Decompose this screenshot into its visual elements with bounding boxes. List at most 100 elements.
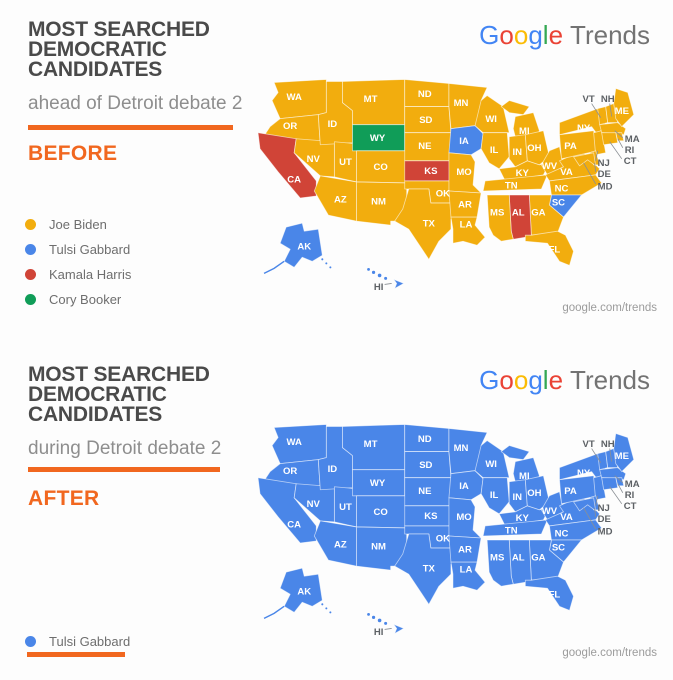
title-line: MOST SEARCHED (28, 18, 210, 41)
legend: Tulsi Gabbard (25, 629, 130, 654)
state-label-MA: MA (625, 479, 640, 490)
state-AK (279, 222, 323, 268)
state-MS (486, 539, 514, 587)
state-label-GA: GA (531, 207, 545, 218)
state-label-KS: KS (424, 511, 437, 522)
state-label-VT: VT (583, 94, 595, 105)
state-AK-tail (263, 260, 285, 275)
state-label-NJ: NJ (598, 158, 610, 169)
state-label-NY: NY (577, 468, 591, 479)
legend-dot-gabbard (25, 636, 36, 647)
state-label-MI: MI (519, 471, 530, 482)
state-label-PA: PA (564, 141, 577, 152)
legend-label: Kamala Harris (49, 267, 132, 282)
google-logo-letter: G (479, 20, 500, 50)
state-label-ND: ND (418, 434, 432, 445)
state-label-MI: MI (519, 126, 530, 137)
state-label-LA: LA (460, 219, 473, 230)
state-label-SC: SC (552, 197, 565, 208)
state-label-WI: WI (485, 114, 497, 125)
state-label-GA: GA (531, 552, 545, 563)
state-label-OH: OH (527, 143, 541, 154)
state-NC (549, 174, 603, 196)
state-label-VA: VA (560, 512, 573, 523)
callout-line-MD (583, 162, 596, 185)
state-CT (601, 477, 619, 491)
state-label-OR: OR (283, 466, 297, 477)
state-label-RI: RI (625, 490, 635, 501)
state-label-NC: NC (555, 183, 569, 194)
state-label-MN: MN (454, 443, 469, 454)
state-label-OR: OR (283, 121, 297, 132)
state-label-UT: UT (339, 157, 352, 168)
state-HI (393, 624, 405, 634)
callout-line-RI (617, 483, 624, 493)
state-label-MA: MA (625, 134, 640, 145)
state-MA (599, 122, 627, 136)
state-label-KS: KS (424, 166, 437, 177)
callout-line-HI (384, 283, 392, 285)
callout-line-MA (614, 475, 624, 484)
state-label-SD: SD (419, 460, 432, 471)
state-MD (573, 497, 597, 512)
state-AK-islet (329, 611, 332, 614)
legend-label: Tulsi Gabbard (49, 634, 131, 649)
state-label-CA: CA (287, 174, 301, 185)
callout-line-VT (591, 448, 602, 463)
state-label-AK: AK (297, 242, 311, 253)
state-label-CT: CT (624, 501, 637, 512)
legend-dot-biden (25, 219, 36, 230)
state-LA (450, 561, 486, 591)
state-label-TX: TX (423, 218, 436, 229)
state-label-WA: WA (287, 437, 302, 448)
state-NC (549, 519, 603, 541)
phase-label-after: AFTER (28, 487, 100, 510)
state-AK-tail (263, 605, 285, 620)
state-label-IL: IL (490, 490, 499, 501)
state-label-AR: AR (458, 199, 472, 210)
trends-logo-text: Trends (570, 365, 650, 395)
us-map-before: WA OR CA NV ID UT AZ MT WY CO NM ND SD NE KS OK TX MN IA MO… (257, 79, 640, 293)
state-label-VT: VT (583, 439, 595, 450)
state-label-CO: CO (373, 162, 388, 173)
state-label-MS: MS (490, 552, 504, 563)
state-HI-islet (377, 273, 382, 278)
state-HI (393, 279, 405, 289)
state-label-AK: AK (297, 587, 311, 598)
callout-line-NH (609, 448, 613, 462)
state-HI-islet (367, 267, 370, 271)
state-label-SC: SC (552, 542, 565, 553)
state-TX (394, 188, 466, 260)
state-label-OK: OK (436, 188, 450, 199)
state-label-CO: CO (373, 507, 388, 518)
state-label-FL: FL (549, 590, 561, 601)
state-label-AL: AL (512, 552, 525, 563)
state-label-IL: IL (490, 145, 499, 156)
state-label-OH: OH (527, 488, 541, 499)
title-line: CANDIDATES (28, 403, 163, 426)
state-label-WY: WY (370, 133, 386, 144)
state-MA (599, 467, 627, 481)
accent-rule (28, 467, 220, 472)
title-line: DEMOCRATIC (28, 383, 167, 406)
state-AK-islet (321, 258, 324, 261)
legend: Joe Biden Tulsi Gabbard Kamala Harris Cory … (25, 212, 131, 312)
legend-item-gabbard: Tulsi Gabbard (25, 237, 131, 262)
callout-line-DE (594, 162, 597, 172)
state-label-PA: PA (564, 486, 577, 497)
state-HI-islet (384, 621, 388, 625)
legend-item-booker: Cory Booker (25, 287, 131, 312)
legend-dot-harris (25, 269, 36, 280)
state-label-MD: MD (598, 526, 613, 537)
state-label-WA: WA (287, 92, 302, 103)
state-label-TN: TN (505, 180, 518, 191)
callout-line-MD (583, 507, 596, 530)
state-label-OK: OK (436, 533, 450, 544)
state-MS (486, 194, 514, 242)
callout-line-CT (609, 486, 623, 505)
state-label-MD: MD (598, 181, 613, 192)
callout-line-DE (594, 507, 597, 517)
